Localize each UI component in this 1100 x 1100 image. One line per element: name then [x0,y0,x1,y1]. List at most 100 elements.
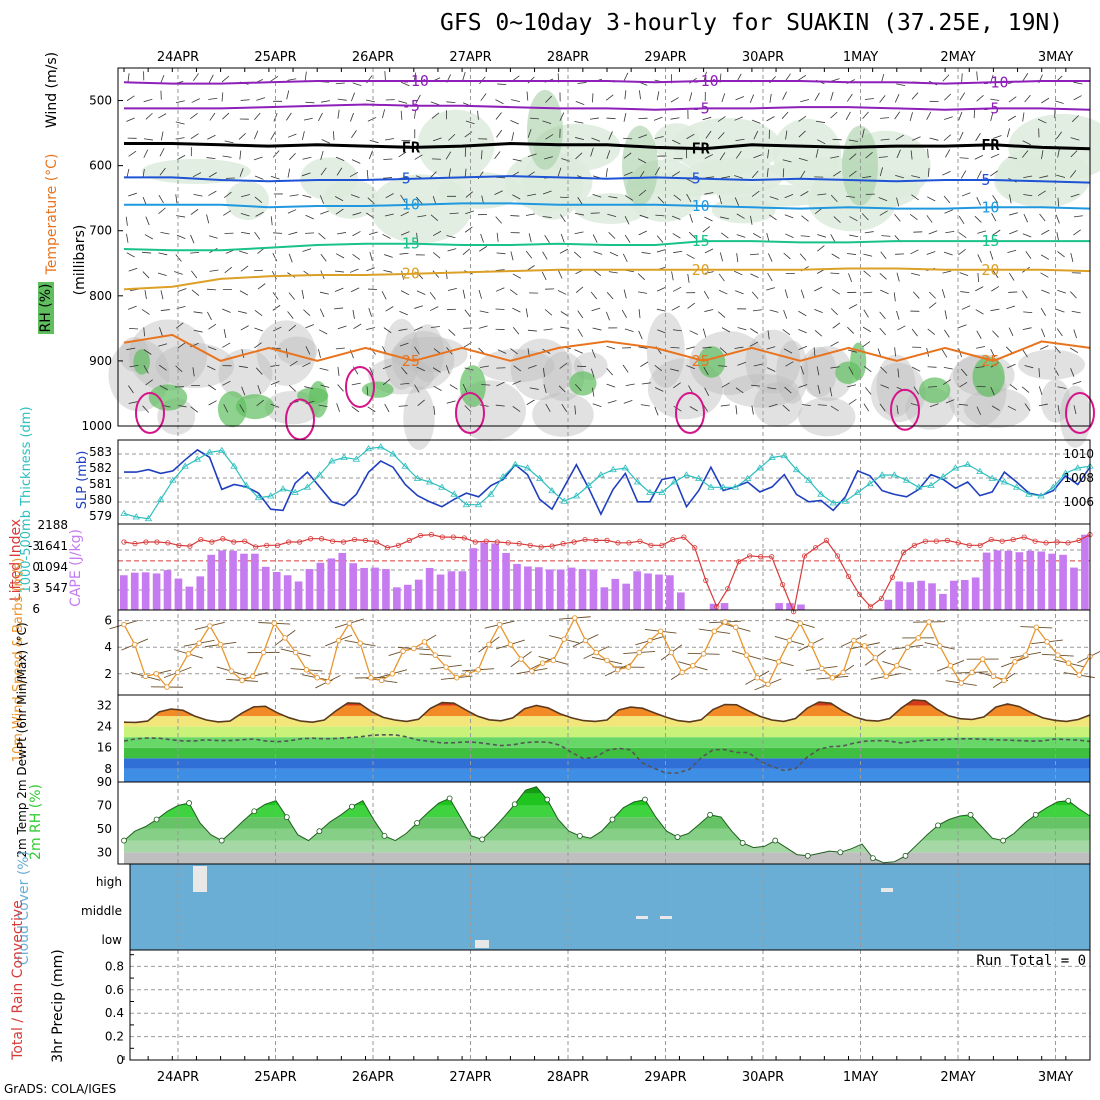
lifted-index-marker [549,543,555,549]
wind-barb [288,324,297,332]
wind-barb [990,98,1000,101]
wind-barb [686,365,695,370]
wind-barb [366,327,376,331]
thickness-marker [621,464,630,471]
wind-barb [817,384,821,394]
wind-barb [800,99,810,103]
cape-bar [349,563,357,610]
cape-bar [414,579,423,610]
wind-speed-marker [775,659,782,665]
wind-barb [977,254,982,263]
cape-bar [305,569,314,610]
wind-barb [591,137,601,142]
wind-speed-marker [690,663,696,669]
cape-bar [327,558,336,610]
cape-bar [436,574,445,610]
wind-barb [670,346,680,349]
rh-band [124,852,1090,864]
wind-barb [894,111,901,120]
cape-bar [469,548,478,610]
pressure-tick: 600 [89,159,112,173]
wind-barb [575,286,584,294]
wind-barb [1023,311,1033,314]
lifted-index-marker [977,542,983,548]
wind-barb [848,170,857,177]
wind-barb [910,249,919,255]
temp-band [124,700,1090,706]
wind-barb [222,112,230,120]
wind-barb [717,116,726,122]
wind-barb [128,150,137,157]
run-total: Run Total = 0 [976,953,1086,969]
isotherm-20 [123,267,1091,291]
wind-speed-marker [357,640,363,646]
wind-barb [737,361,747,366]
wind-barb [429,291,436,300]
cape-bar [338,552,347,610]
wind-barb [1009,230,1018,235]
wind-barb [799,170,806,179]
wind-barb [431,112,440,119]
lifted-index-marker [692,545,698,551]
wind-barb [736,253,739,263]
isotherm-label: 10 [692,197,710,215]
wind-barb [272,304,281,311]
cape-bar [294,581,303,610]
pressure-tick: 700 [89,224,112,238]
wind-barb [686,253,695,260]
wind-barb [525,250,533,259]
wind-barb [753,154,762,159]
cape-bar [917,580,925,610]
wind-barb [671,271,674,281]
wind-barb [465,210,474,215]
wind-barb [449,212,459,215]
wind-speed-marker [733,624,739,631]
wind-barb [159,385,168,391]
wind-barb [654,364,663,372]
wind-barb [430,101,440,106]
rh-marker [1000,837,1007,844]
wind-barb [240,325,249,331]
wind-barb [129,328,139,330]
temp-line [123,699,1091,724]
wind-barb [766,346,776,350]
wind-barb [240,99,250,101]
slp-axis-label: SLP (mb) [75,451,90,510]
wind-barb [798,328,807,334]
li-tick: 0 [32,560,40,574]
wind-barb [175,194,178,204]
wind-barb [992,195,998,203]
rh-shading-gray [1018,349,1085,380]
wind-barb [817,234,826,238]
wind-barb [557,270,563,279]
wind-barb [593,251,603,255]
cape-bar [589,569,598,610]
cape-tick: 1094 [37,560,68,574]
wind-speed-marker [958,680,964,686]
wind-barb [478,325,488,329]
cape-bar [895,581,904,610]
wind-barb [702,116,712,121]
wind-barb [126,95,135,102]
wind-barb [415,94,421,104]
wind-barb [880,366,888,374]
wind-barb [351,406,360,413]
lifted-index-marker [461,535,467,541]
wind-barb [817,404,827,406]
wind-barb [207,134,216,140]
wind-barb [833,216,841,223]
wind-barb [318,329,328,335]
precip-tick: 0.8 [105,959,124,973]
wind-barb [976,197,981,206]
lifted-index-marker [1032,538,1038,544]
wind-barb [417,215,427,218]
wind-barb [912,291,920,299]
wind-barb [465,120,475,125]
isotherm-label: FR [402,138,421,156]
wind-barb [622,364,629,373]
wind-barb [318,349,321,358]
rh-marker [544,796,551,803]
wind-barb [400,231,410,236]
wind-barb [895,174,905,179]
wind-barb [685,346,695,350]
